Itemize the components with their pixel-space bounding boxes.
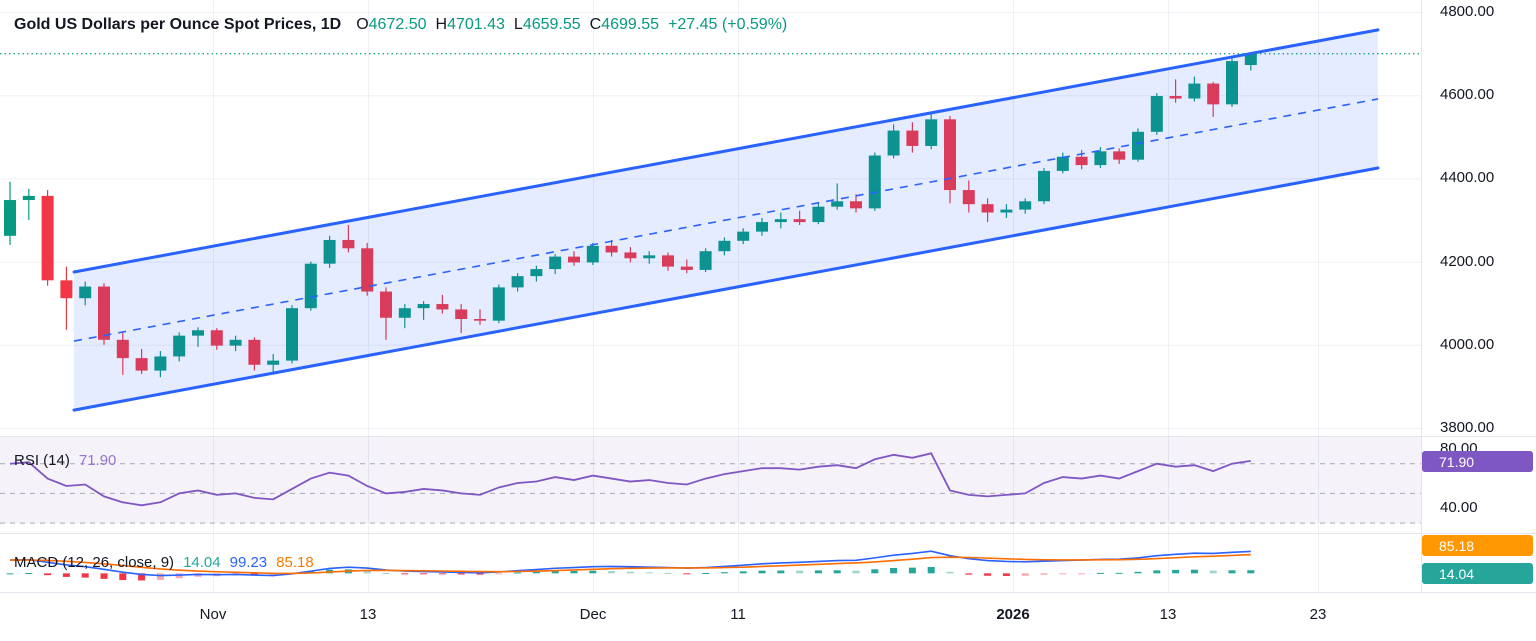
time-axis[interactable]: Nov 13 Dec 11 2026 13 23 [0, 593, 1536, 641]
axis-tick: 4400.00 [1440, 169, 1495, 187]
time-tick: 23 [1309, 606, 1327, 623]
close-value: C 4699.55 [589, 16, 660, 33]
axis-tick: 3800.00 [1440, 419, 1495, 436]
time-tick: 2026 [996, 606, 1030, 623]
axis-tick: 40.00 [1440, 499, 1478, 517]
rsi-value-badge: 71.90 [1422, 451, 1533, 472]
macd-legend[interactable]: MACD (12, 26, close, 9) 14.04 99.23 85.1… [14, 554, 314, 571]
price-axis[interactable]: 4800.00 4600.00 4400.00 4200.00 4000.00 3800.… [1421, 0, 1536, 592]
high-value: H 4701.43 [435, 16, 505, 33]
time-tick: 13 [359, 606, 377, 623]
low-value: L 4659.55 [513, 16, 581, 33]
macd-line-value: 99.23 [229, 554, 268, 571]
macd-histogram-badge: 14.04 [1422, 563, 1533, 584]
change-value: +27.45 (+0.59%) [668, 16, 788, 33]
axis-tick: 4200.00 [1440, 252, 1495, 270]
axis-tick: 4000.00 [1440, 335, 1495, 353]
time-tick: Nov [199, 606, 227, 623]
rsi-label: RSI (14) [14, 452, 70, 469]
axis-tick: 4800.00 [1440, 3, 1495, 20]
macd-hist-value: 14.04 [183, 554, 221, 571]
macd-label: MACD (12, 26, close, 9) [14, 554, 175, 571]
macd-signal-badge: 85.18 [1422, 535, 1533, 556]
axis-tick: 4600.00 [1440, 86, 1495, 104]
symbol-legend[interactable]: Gold US Dollars per Ounce Spot Prices, 1… [14, 16, 787, 34]
rsi-legend[interactable]: RSI (14) 71.90 [14, 452, 116, 469]
time-tick: 13 [1159, 606, 1177, 623]
open-value: O 4672.50 [356, 16, 427, 33]
symbol-title: Gold US Dollars per Ounce Spot Prices, 1… [14, 16, 342, 33]
macd-signal-value: 85.18 [276, 554, 314, 571]
time-tick: 11 [730, 606, 746, 623]
rsi-current-value: 71.90 [78, 452, 117, 469]
time-tick: Dec [579, 606, 607, 623]
